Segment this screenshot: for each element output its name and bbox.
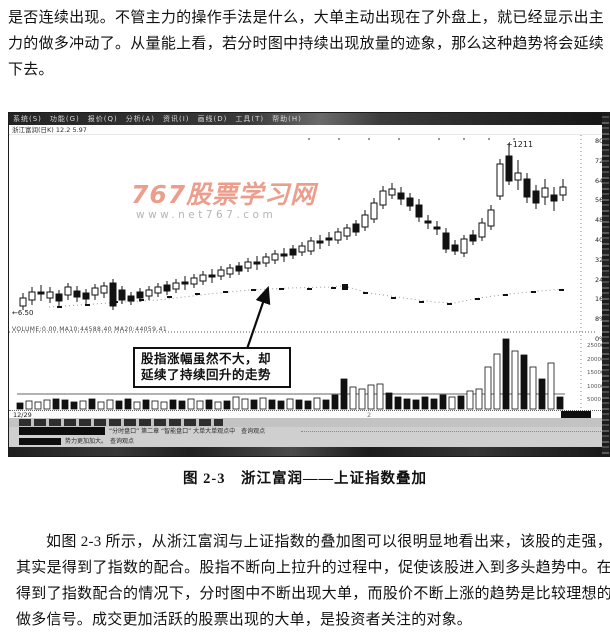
scan-noise: [301, 431, 601, 432]
figure-terminal-screenshot: 系统(S) 功能(G) 报价(Q) 分析(A) 资讯(I) 画线(D) 工具(T…: [8, 112, 610, 457]
watermark-site-name: 767股票学习网: [131, 180, 317, 209]
volume-pane-header: VOLUME:0.00 MA10:44588.40 MA20:44059.41: [12, 326, 168, 333]
status-bar: “分时盘口” 第二章 “智能盘口” 大单大单观点中 查询观点 势力更加加大。 查…: [9, 427, 609, 447]
volume-tick-label: 10000: [587, 383, 605, 390]
status-text-2: 势力更加加大。 查询观点: [65, 438, 135, 445]
volume-tick-label: 5000: [587, 397, 601, 403]
date-tick: 2: [367, 411, 372, 419]
terminal-menubar: 系统(S) 功能(G) 报价(Q) 分析(A) 资讯(I) 画线(D) 工具(T…: [9, 113, 609, 125]
date-axis-row: 12/29 2: [9, 410, 609, 419]
paragraph-bottom: 如图 2-3 所示，从浙江富润与上证指数的叠加图可以很明显地看出来，该股的走强，…: [16, 534, 610, 628]
annotation-line2: 延续了持续回升的走势: [141, 368, 272, 382]
volume-tick-label: 25000: [587, 343, 605, 349]
bottom-toolbar-buttons: [19, 419, 223, 426]
annotation-line1: 股指涨幅虽然不大，却: [141, 352, 272, 366]
volume-tick-label: 20000: [587, 356, 605, 363]
percent-tick-label: 8%: [595, 315, 606, 324]
watermark-url: www.net767.com: [136, 209, 277, 221]
volume-axis-labels: 25000 20000 15000 10000 5000: [587, 343, 609, 403]
volume-tick-label: 15000: [587, 370, 605, 376]
date-highlight-box: [561, 411, 591, 418]
annotation-box: 股指涨幅虽然不大，却 延续了持续回升的走势: [133, 347, 291, 388]
peak-price-label: +1211: [506, 140, 534, 149]
start-price-label: ←6.50: [12, 309, 34, 317]
terminal-title-row: 浙江富润(日K) 12.2 5.97: [9, 125, 609, 135]
date-label: 12/29: [13, 411, 32, 419]
status-text-1: “分时盘口” 第二章 “智能盘口” 大单大单观点中 查询观点: [109, 428, 266, 435]
paragraph-top: 是否连续出现。不管主力的操作手法是什么，大单主动出现在了外盘上，就已经显示出主力…: [8, 10, 604, 78]
candlestick-chart: [9, 135, 595, 411]
percent-tick-label: 0%: [595, 334, 606, 343]
redacted-block: [19, 427, 105, 435]
taskbar: [9, 447, 609, 456]
bottom-toolbar: [9, 418, 609, 427]
scan-artifact-strip: [602, 113, 609, 456]
redacted-block: [19, 437, 61, 445]
figure-caption: 图 2-3 浙江富润——上证指数叠加: [183, 471, 427, 487]
